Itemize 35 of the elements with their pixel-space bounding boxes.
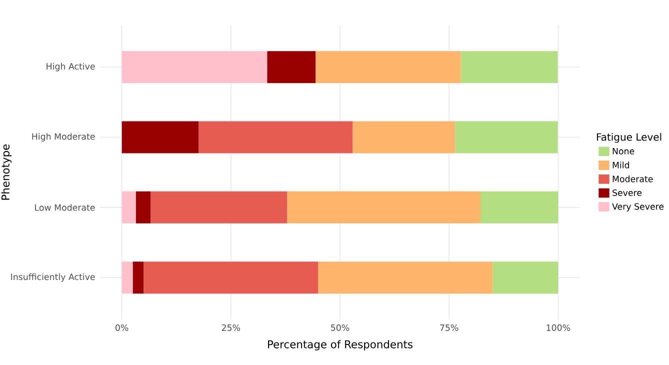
x-axis-title: Percentage of Respondents <box>268 340 412 350</box>
bar <box>287 191 481 224</box>
bar <box>267 51 316 84</box>
y-tick-label: Low Moderate <box>35 204 95 211</box>
y-tick-label: Insufficiently Active <box>11 273 95 282</box>
y-tick-label: High Moderate <box>32 133 95 142</box>
bar <box>122 51 268 84</box>
bar <box>122 121 199 154</box>
bar <box>122 191 136 224</box>
x-tick-label: 50% <box>331 324 350 331</box>
y-tick-label: High Active <box>46 62 95 72</box>
bar <box>318 262 493 294</box>
bar <box>455 121 558 154</box>
bar <box>460 51 558 84</box>
bar <box>122 262 133 294</box>
bar <box>492 262 558 294</box>
x-tick-label: 25% <box>222 324 240 331</box>
bar <box>352 121 456 154</box>
bar <box>198 121 353 154</box>
y-axis-title: Phenotype <box>1 144 12 200</box>
x-tick-label: 75% <box>440 324 458 331</box>
bar <box>316 51 461 84</box>
bar <box>144 262 318 294</box>
x-tick-label: 100% <box>546 324 570 331</box>
x-tick-label: 0% <box>116 324 128 331</box>
bar <box>480 191 558 224</box>
legend-label: Moderate <box>612 176 653 182</box>
legend-label: None <box>612 148 634 154</box>
legend-label: Very Severe <box>612 203 664 212</box>
bar <box>132 262 144 294</box>
legend-label: Severe <box>612 189 642 196</box>
bar <box>150 191 288 224</box>
bar <box>136 191 151 224</box>
legend-label: Mild <box>612 162 629 168</box>
legend-title: Fatigue Level <box>596 133 662 143</box>
